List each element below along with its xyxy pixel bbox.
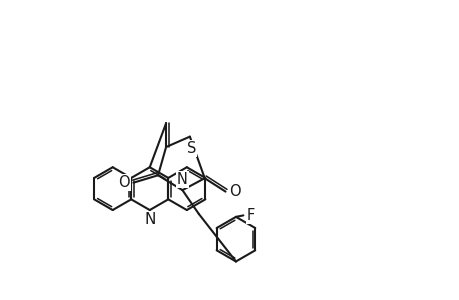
- Text: S: S: [186, 141, 196, 156]
- Text: N: N: [177, 172, 187, 187]
- Text: F: F: [246, 208, 255, 223]
- Text: O: O: [118, 175, 129, 190]
- Text: N: N: [144, 212, 155, 227]
- Text: O: O: [229, 184, 240, 199]
